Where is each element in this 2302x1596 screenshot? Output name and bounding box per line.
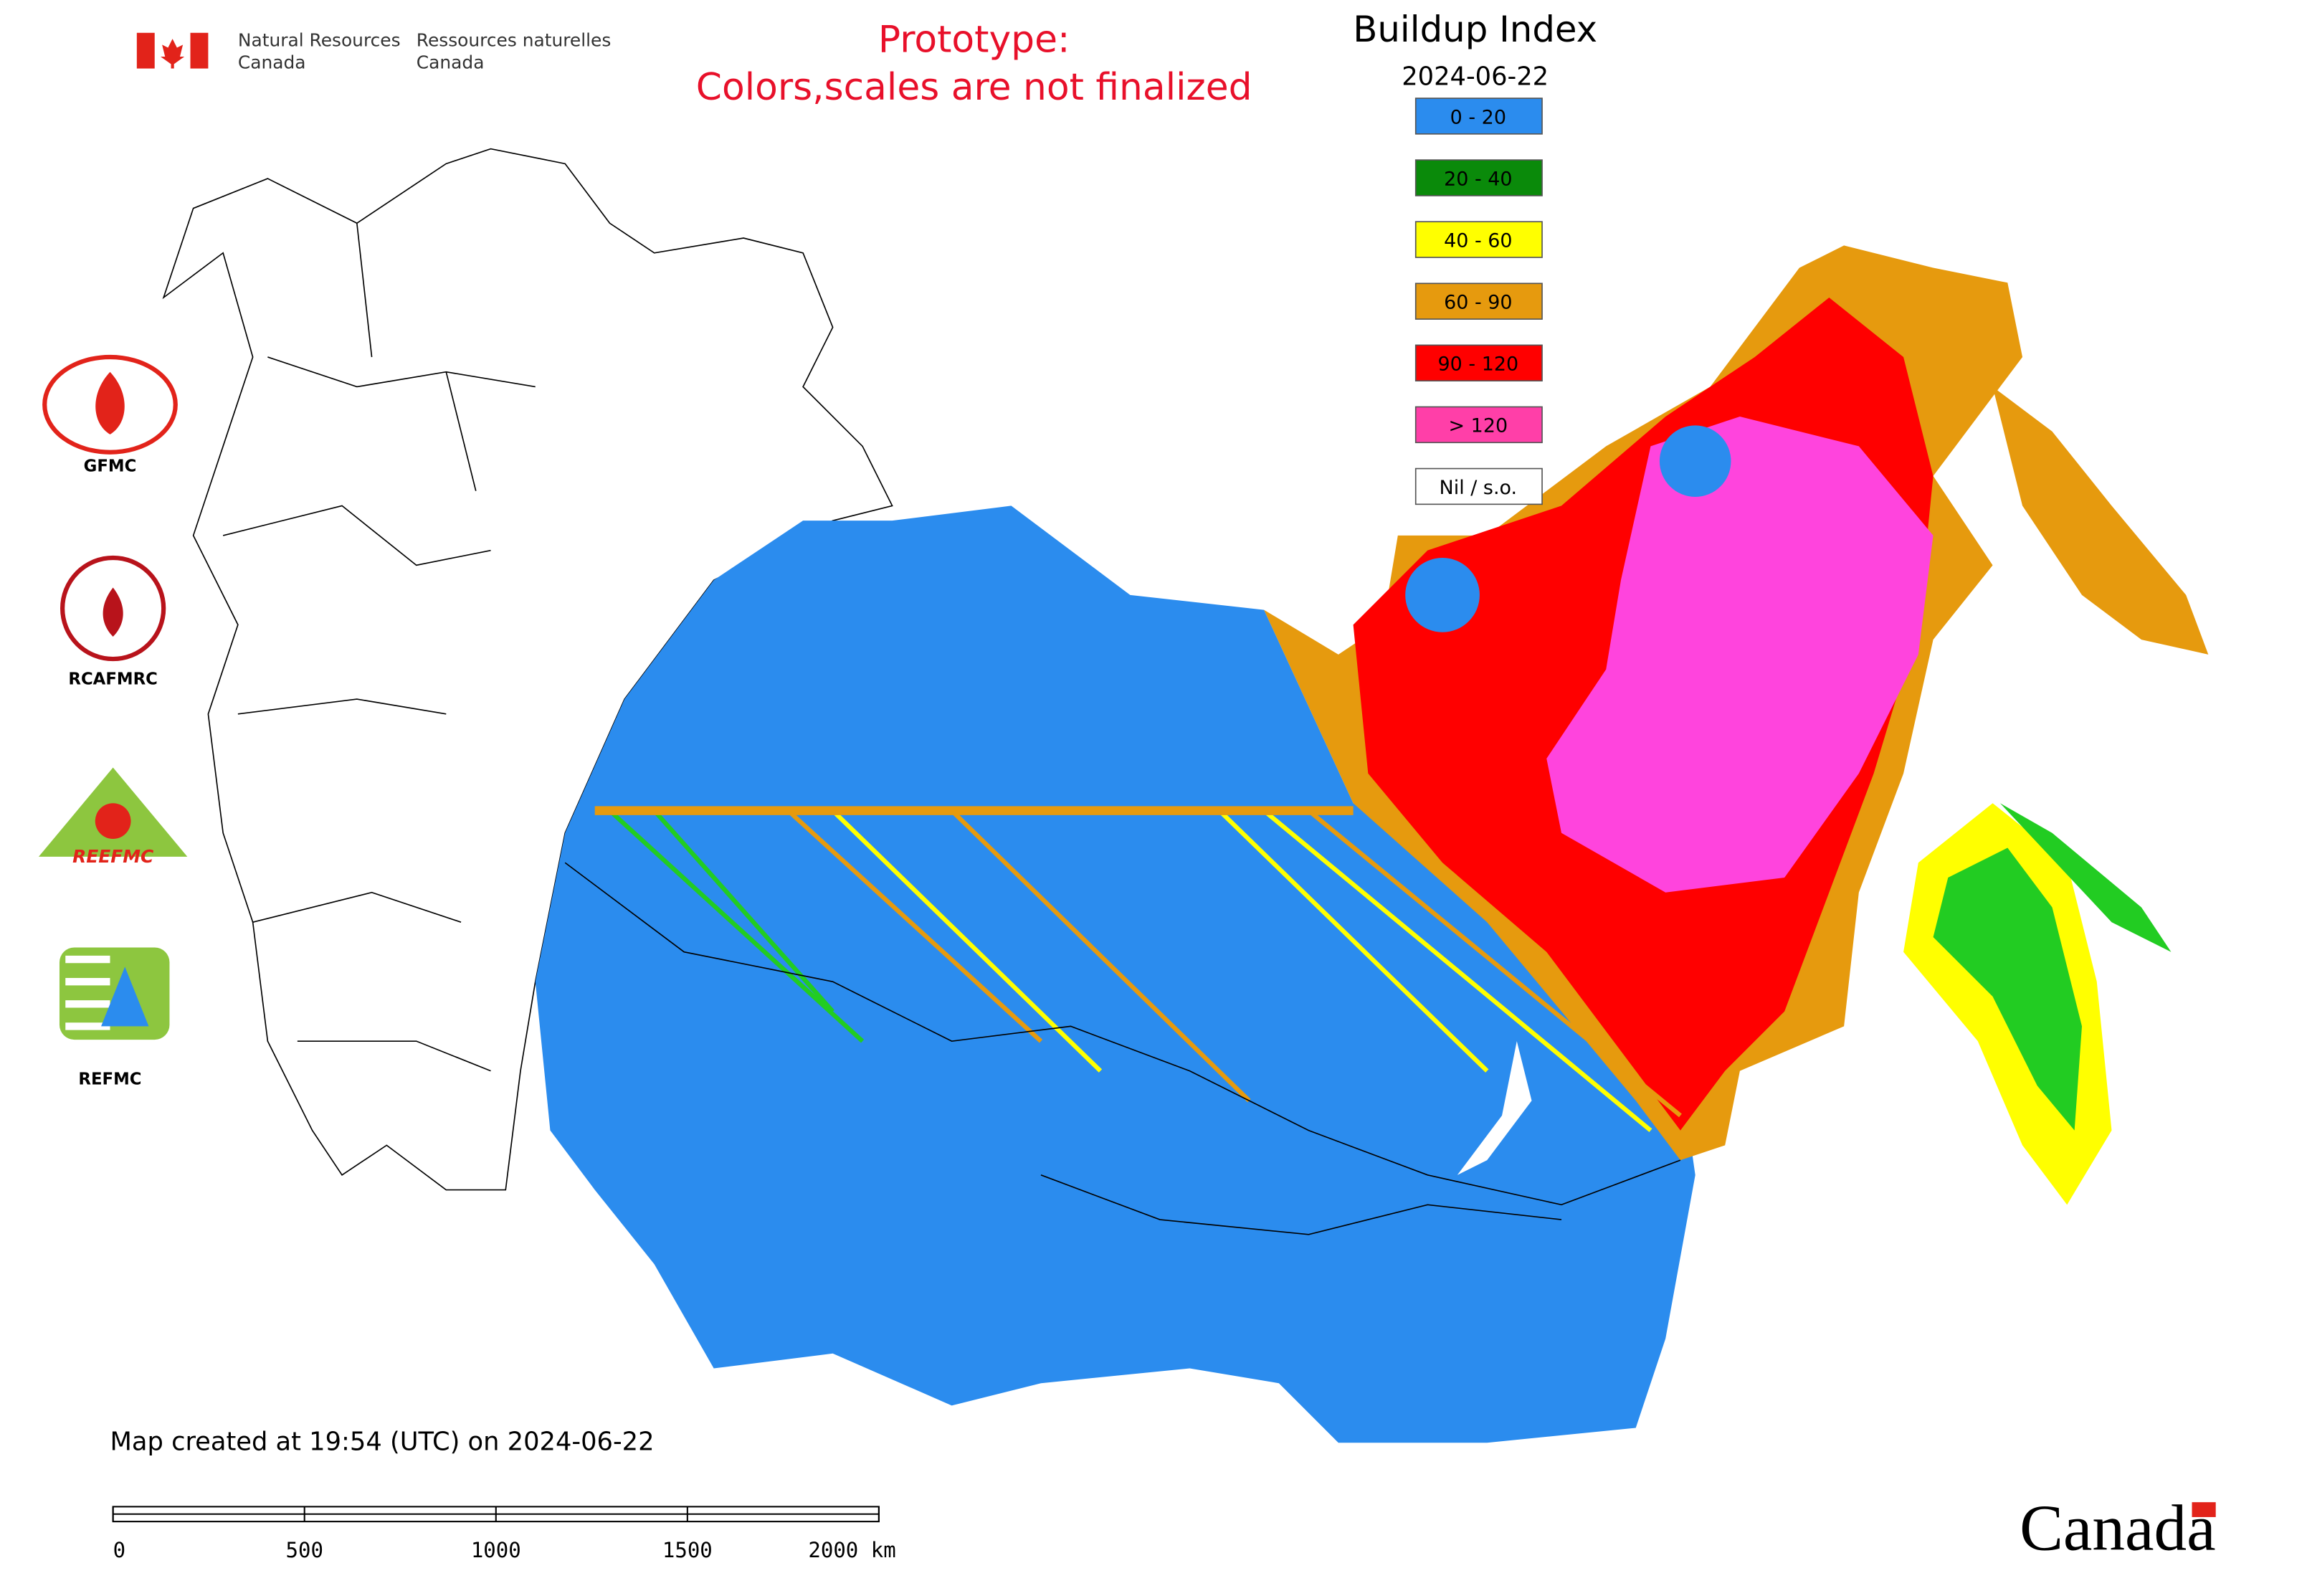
region-60-90 [1992,386,2209,655]
scale-label: 0 [113,1538,125,1562]
logo-reefmc: REEFMC [38,767,188,867]
map [162,148,2209,1443]
flag-bar [190,32,209,69]
notice: Colors,scales are not finalized [696,66,1252,109]
maple-leaf [161,39,185,69]
legend-title: Buildup Index [1353,9,1597,50]
government-signature: Natural Resources Canada Ressources natu… [136,29,612,73]
legend-swatch [1414,221,1543,258]
legend-label: > 120 [1449,415,1508,437]
notice: Prototype: [878,19,1070,62]
ministry-fr: Canada [417,52,485,73]
region-0-20 [535,505,1695,1443]
logo-refmc: REFMC [59,947,170,1088]
logo-rcafmrc: RCAFMRC [60,555,166,688]
logo-gfmc: GFMC [42,354,178,476]
region-over-120 [1546,416,1934,893]
scale-label: 500 [285,1538,323,1562]
ministry-fr: Ressources naturelles [417,29,612,50]
region-0-20 [1659,425,1731,497]
legend-label: 40 - 60 [1444,229,1512,252]
legend-swatch [1414,406,1543,444]
ministry-en: Canada [238,52,306,73]
region-0-20 [1405,558,1480,632]
scale-bar: 0 500 1000 1500 2000 km [112,1506,896,1562]
created-note: Map created at 19:54 (UTC) on 2024-06-22 [110,1428,654,1457]
legend-label: Nil / s.o. [1440,477,1518,499]
legend-swatch [1414,282,1543,320]
legend: 0 - 20 20 - 40 40 - 60 60 - 90 90 - 120 > 120… [1414,98,1543,505]
scale-label: 1500 [662,1538,713,1562]
region-20-40 [1933,847,2083,1131]
wordmark-flag [2192,1502,2216,1517]
legend-swatch [1414,98,1543,135]
legend-label: 0 - 20 [1450,106,1506,128]
logo-label: REEFMC [72,846,154,867]
logo-label: GFMC [84,457,137,476]
legend-label: 90 - 120 [1438,353,1519,376]
canada-wordmark: Canada [2020,1492,2216,1564]
legend-label: 60 - 90 [1444,292,1512,314]
stripes [594,806,1682,1133]
legend-swatch [1414,467,1543,505]
logo-label: RCAFMRC [68,670,157,688]
flag-bar [136,32,155,69]
legend-swatch [1414,344,1543,381]
ministry-en: Natural Resources [238,29,401,50]
legend-label: 20 - 40 [1444,168,1512,190]
legend-date: 2024-06-22 [1402,62,1549,91]
scale-label: 1000 [471,1538,521,1562]
legend-swatch [1414,159,1543,196]
scale-label: 2000 km [808,1538,895,1562]
region-20-40 [1999,803,2172,952]
lake [1457,1041,1532,1175]
logo-label: REFMC [78,1070,141,1088]
